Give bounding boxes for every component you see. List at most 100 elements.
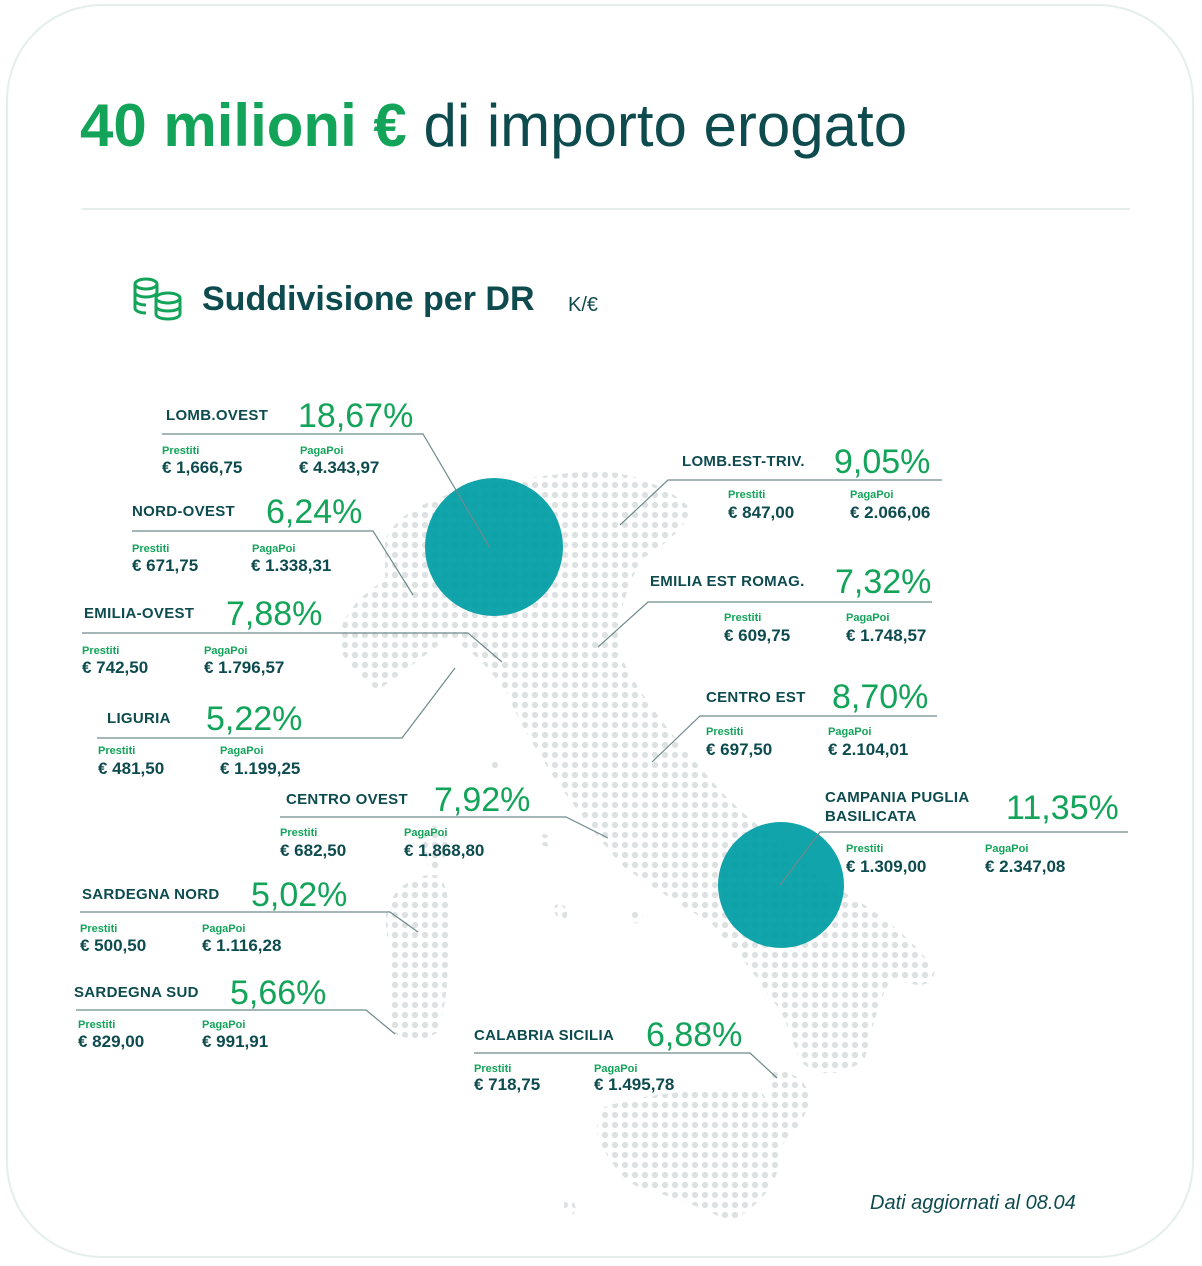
prestiti-label: Prestiti [846,843,884,855]
pagapoi-label: PagaPoi [204,645,248,657]
region-lomb-est-triv: LOMB.EST-TRIV. 9,05% Prestiti PagaPoi € … [0,0,930,522]
pagapoi-label: PagaPoi [202,1019,246,1031]
region-name: LIGURIA [107,710,171,727]
pagapoi-value: € 2.104,01 [828,740,909,759]
region-sardegna-nord: SARDEGNA NORD 5,02% Prestiti PagaPoi € 5… [0,0,347,955]
region-percent: 5,22% [206,700,303,738]
pagapoi-value: € 1.868,80 [404,841,485,860]
pagapoi-label: PagaPoi [404,827,448,839]
pagapoi-value: € 1.116,28 [202,936,282,955]
pagapoi-label: PagaPoi [300,445,344,457]
prestiti-label: Prestiti [132,543,170,555]
prestiti-value: € 847,00 [728,503,795,522]
pagapoi-value: € 991,91 [202,1032,269,1051]
region-name-line1: CAMPANIA PUGLIA [825,789,970,806]
leader-centro-ovest [280,816,609,839]
title-rest: di importo erogato [423,92,908,159]
leader-centro-est [651,715,937,763]
title-highlight: 40 milioni € [80,92,407,159]
pagapoi-label: PagaPoi [828,726,872,738]
region-lomb-ovest: LOMB.OVEST 18,67% Prestiti PagaPoi € 1,6… [0,0,413,477]
leader-emilia-est-romag [597,601,932,648]
region-name: CALABRIA SICILIA [474,1027,615,1044]
prestiti-label: Prestiti [728,489,766,501]
prestiti-value: € 500,50 [80,936,147,955]
region-percent: 7,32% [835,563,932,601]
bubble-campania-puglia-basilicata [718,822,844,948]
leader-sardegna-sud [76,1009,396,1035]
pagapoi-value: € 2.347,08 [985,857,1066,876]
region-sardegna-sud: SARDEGNA SUD 5,66% Prestiti PagaPoi € 82… [0,0,326,1051]
prestiti-label: Prestiti [80,923,118,935]
region-percent: 5,66% [230,974,327,1012]
region-calabria-sicilia: CALABRIA SICILIA 6,88% Prestiti PagaPoi … [0,0,742,1094]
region-name: SARDEGNA NORD [82,886,220,903]
divider [82,208,1130,210]
section-title: Suddivisione per DR [202,280,535,318]
region-name: EMILIA EST ROMAG. [650,573,805,590]
pagapoi-value: € 1.796,57 [204,658,285,677]
pagapoi-label: PagaPoi [850,489,894,501]
prestiti-label: Prestiti [280,827,318,839]
prestiti-value: € 609,75 [724,626,791,645]
region-percent: 7,88% [226,595,323,633]
unit-label: K/€ [568,294,599,316]
region-name: NORD-OVEST [132,503,236,520]
pagapoi-value: € 4.343,97 [299,458,380,477]
prestiti-value: € 682,50 [280,841,347,860]
page-title: 40 milioni € di importo erogato [80,88,907,164]
leader-campania-puglia-basilicata [779,831,1128,886]
prestiti-value: € 1,666,75 [162,458,243,477]
region-percent: 6,24% [266,493,363,531]
region-percent: 7,92% [434,781,531,819]
pagapoi-label: PagaPoi [202,923,246,935]
pagapoi-value: € 1.495,78 [594,1075,675,1094]
region-name: CENTRO OVEST [286,791,408,808]
region-percent: 5,02% [251,876,348,914]
region-percent: 8,70% [832,678,929,716]
prestiti-value: € 697,50 [706,740,773,759]
region-centro-est: CENTRO EST 8,70% Prestiti PagaPoi € 697,… [0,0,928,759]
region-name: CENTRO EST [706,689,806,706]
pagapoi-value: € 1.748,57 [846,626,927,645]
coins-stack-icon [133,277,182,321]
leader-nord-ovest [132,530,414,596]
region-percent: 11,35% [1006,789,1119,827]
pagapoi-label: PagaPoi [252,543,296,555]
pagapoi-label: PagaPoi [985,843,1029,855]
prestiti-value: € 671,75 [132,556,199,575]
leader-liguria [97,667,456,739]
region-emilia-ovest: EMILIA-OVEST 7,88% Prestiti PagaPoi € 74… [0,0,322,677]
prestiti-value: € 829,00 [78,1032,145,1051]
prestiti-label: Prestiti [162,445,200,457]
region-percent: 9,05% [834,443,931,481]
pagapoi-value: € 2.066,06 [850,503,931,522]
leader-sardegna-nord [80,911,419,933]
region-name-line2: BASILICATA [825,808,917,825]
leader-lines [76,433,1128,1079]
pagapoi-label: PagaPoi [220,745,264,757]
region-name: EMILIA-OVEST [84,605,195,622]
region-percent: 6,88% [646,1016,743,1054]
leader-lomb-ovest [162,433,491,549]
region-campania-puglia-basilicata: CAMPANIA PUGLIA BASILICATA 11,35% Presti… [0,0,1119,876]
region-emilia-est-romag: EMILIA EST ROMAG. 7,32% Prestiti PagaPoi… [0,0,931,645]
region-name: LOMB.OVEST [166,407,269,424]
prestiti-value: € 481,50 [98,759,165,778]
prestiti-label: Prestiti [98,745,136,757]
bubble-lomb-ovest [425,478,563,616]
prestiti-value: € 742,50 [82,658,149,677]
pagapoi-value: € 1.338,31 [251,556,332,575]
update-note: Dati aggiornati al 08.04 [870,1192,1076,1214]
pagapoi-label: PagaPoi [846,612,890,624]
region-liguria: LIGURIA 5,22% Prestiti PagaPoi € 481,50 … [0,0,302,778]
bubbles [425,478,844,948]
prestiti-label: Prestiti [78,1019,116,1031]
region-name: LOMB.EST-TRIV. [682,453,805,470]
pagapoi-label: PagaPoi [594,1063,638,1075]
prestiti-label: Prestiti [724,612,762,624]
region-centro-ovest: CENTRO OVEST 7,92% Prestiti PagaPoi € 68… [0,0,530,860]
prestiti-value: € 718,75 [474,1075,541,1094]
prestiti-label: Prestiti [474,1063,512,1075]
region-nord-ovest: NORD-OVEST 6,24% Prestiti PagaPoi € 671,… [0,0,362,575]
